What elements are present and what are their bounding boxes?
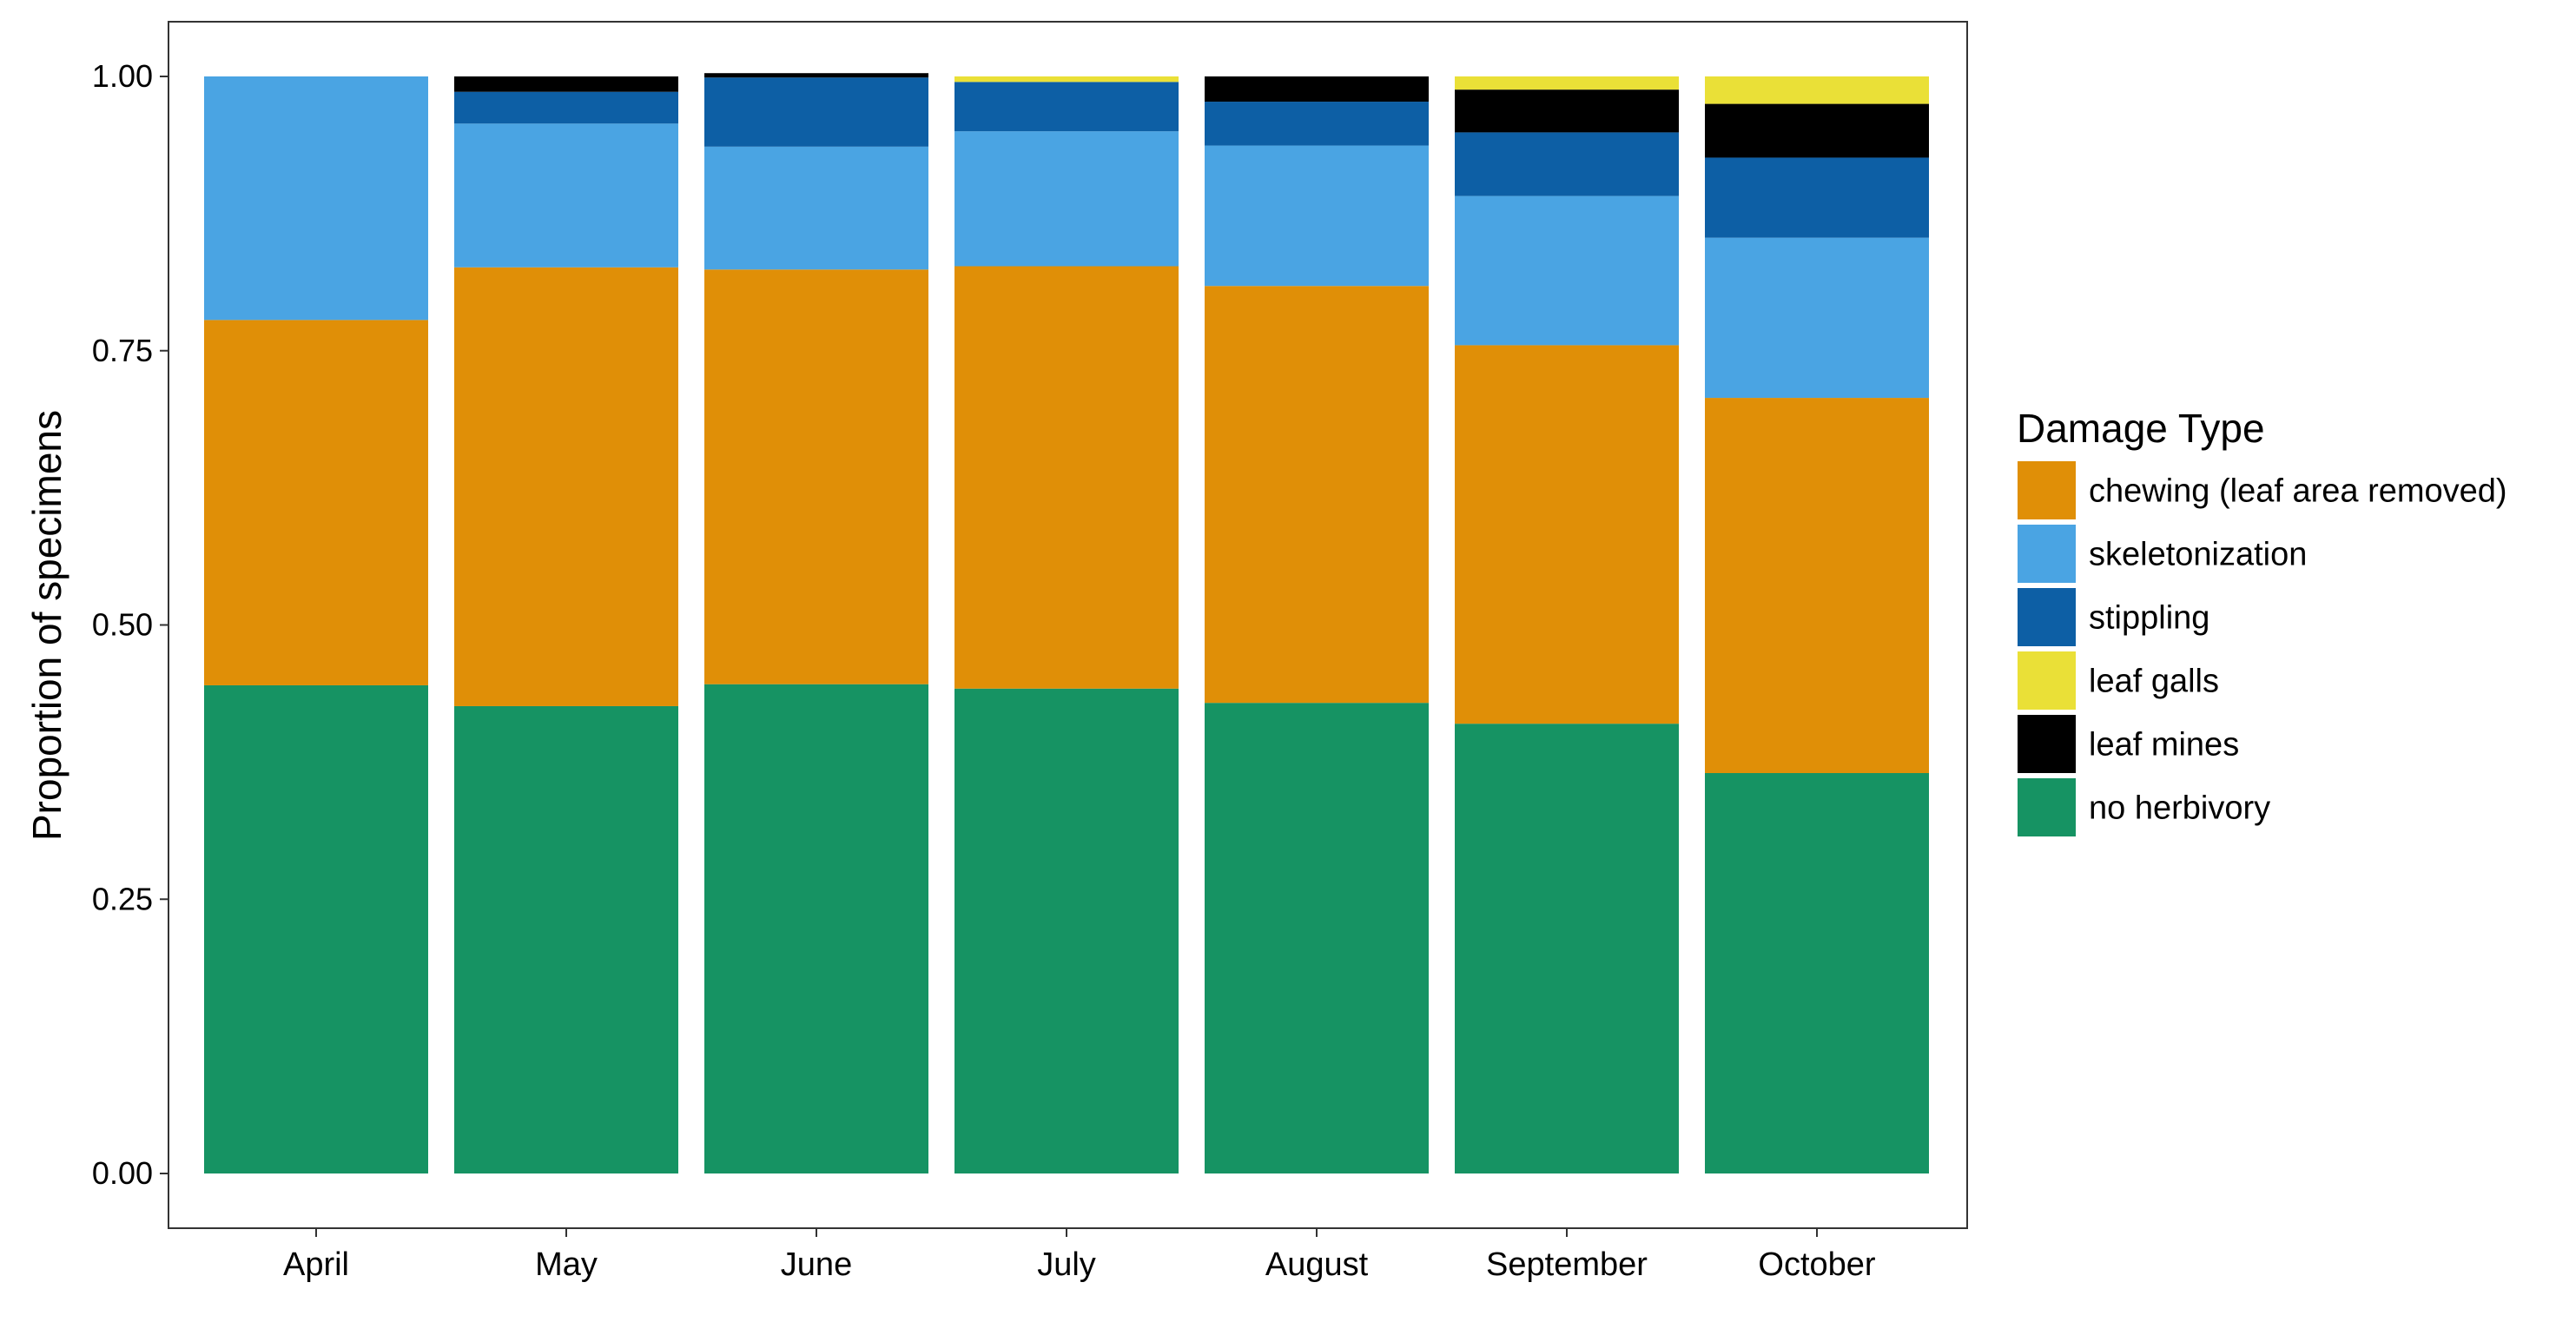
bar-segment-september-no-herbivory — [1455, 724, 1679, 1173]
bar-segment-may-chewing-leaf-area-removed — [454, 267, 678, 706]
bar-segment-may-leaf-mines — [454, 76, 678, 92]
bar-segment-october-leaf-galls — [1705, 76, 1929, 104]
legend-key-chewing-leaf-area-removed — [2018, 461, 2076, 519]
bar-segment-june-stippling — [704, 77, 928, 147]
legend-key-skeletonization — [2018, 525, 2076, 583]
bar-segment-august-skeletonization — [1205, 145, 1429, 287]
legend-label-skeletonization: skeletonization — [2089, 537, 2307, 573]
bar-segment-october-no-herbivory — [1705, 773, 1929, 1173]
bar-segment-october-leaf-mines — [1705, 103, 1929, 158]
bar-segment-may-no-herbivory — [454, 705, 678, 1173]
y-tick-label: 0.75 — [92, 333, 153, 368]
bar-segment-may-stippling — [454, 91, 678, 124]
legend-label-chewing-leaf-area-removed: chewing (leaf area removed) — [2089, 473, 2507, 510]
bar-segment-june-leaf-mines — [704, 73, 928, 78]
bar-segment-september-stippling — [1455, 132, 1679, 196]
bar-segment-june-no-herbivory — [704, 684, 928, 1173]
bar-segment-august-leaf-mines — [1205, 76, 1429, 102]
bar-segment-april-skeletonization — [204, 76, 428, 321]
bar-segment-july-skeletonization — [954, 131, 1179, 267]
legend: Damage Type chewing (leaf area removed) s… — [2017, 406, 2507, 836]
bar-segment-october-chewing-leaf-area-removed — [1705, 398, 1929, 774]
bar-segment-june-skeletonization — [704, 146, 928, 270]
legend-key-stippling — [2018, 588, 2076, 646]
legend-label-leaf-mines: leaf mines — [2089, 727, 2239, 764]
legend-label-stippling: stippling — [2089, 600, 2209, 637]
bar-segment-august-no-herbivory — [1205, 703, 1429, 1173]
bar-segment-september-chewing-leaf-area-removed — [1455, 345, 1679, 724]
legend-title: Damage Type — [2017, 406, 2265, 451]
legend-key-leaf-galls — [2018, 651, 2076, 710]
x-axis: April May June July August September October — [283, 1228, 1876, 1283]
bar-segment-october-skeletonization — [1705, 237, 1929, 399]
x-tick-label-april: April — [283, 1246, 349, 1283]
bar-segment-july-chewing-leaf-area-removed — [954, 266, 1179, 689]
x-tick-label-august: August — [1265, 1246, 1369, 1283]
legend-label-no-herbivory: no herbivory — [2089, 790, 2270, 827]
x-tick-label-may: May — [535, 1246, 598, 1283]
bar-segment-august-stippling — [1205, 102, 1429, 146]
y-tick-label: 0.50 — [92, 607, 153, 643]
legend-key-no-herbivory — [2018, 778, 2076, 836]
legend-key-leaf-mines — [2018, 715, 2076, 773]
x-tick-label-july: July — [1037, 1246, 1096, 1283]
bar-segment-september-leaf-mines — [1455, 89, 1679, 133]
y-tick-label: 0.25 — [92, 881, 153, 916]
legend-label-leaf-galls: leaf galls — [2089, 664, 2219, 700]
bar-segment-august-chewing-leaf-area-removed — [1205, 286, 1429, 704]
plot-area — [204, 73, 1929, 1173]
bar-segment-may-skeletonization — [454, 123, 678, 268]
bar-segment-july-leaf-galls — [954, 76, 1179, 83]
bar-segment-september-skeletonization — [1455, 195, 1679, 346]
x-tick-label-october: October — [1758, 1246, 1876, 1283]
y-tick-label: 0.00 — [92, 1155, 153, 1191]
y-tick-label: 1.00 — [92, 58, 153, 94]
bar-segment-october-stippling — [1705, 157, 1929, 238]
y-axis: 0.00 0.25 0.50 0.75 1.00 — [92, 58, 168, 1191]
bar-segment-july-no-herbivory — [954, 688, 1179, 1173]
bar-segment-april-no-herbivory — [204, 684, 428, 1173]
bar-segment-april-chewing-leaf-area-removed — [204, 320, 428, 685]
bar-segment-june-chewing-leaf-area-removed — [704, 269, 928, 684]
x-tick-label-june: June — [781, 1246, 852, 1283]
y-axis-title: Proportion of specimens — [24, 410, 69, 841]
x-tick-label-september: September — [1486, 1246, 1648, 1283]
bar-segment-july-stippling — [954, 82, 1179, 132]
bar-segment-september-leaf-galls — [1455, 76, 1679, 90]
